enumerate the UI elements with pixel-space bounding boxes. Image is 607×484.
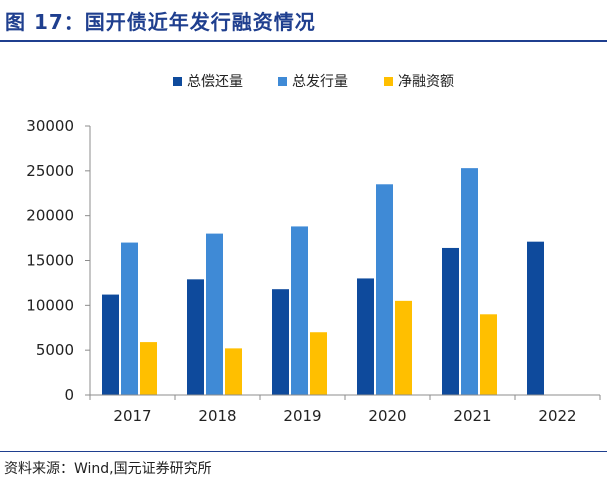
legend-label-net-financing: 净融资额 [398,74,454,90]
x-tick-label: 2022 [538,407,576,425]
bar-net-financing-2019 [310,332,327,395]
bar-issuance-2017 [121,242,138,395]
bar-repayment-2018 [187,279,204,395]
x-tick-label: 2017 [113,407,151,425]
legend-item-repayment: 总偿还量 [173,70,243,92]
y-tick-label: 25000 [26,162,74,180]
y-tick-label: 20000 [26,207,74,225]
y-tick-label: 30000 [26,117,74,135]
bar-issuance-2019 [291,226,308,395]
x-tick-label: 2021 [453,407,491,425]
chart-legend: 总偿还量 总发行量 净融资额 [0,70,607,92]
bar-net-financing-2021 [480,314,497,395]
bar-repayment-2021 [442,247,459,395]
bar-net-financing-2018 [225,348,242,395]
bar-repayment-2020 [357,278,374,395]
source-note: 资料来源：Wind,国元证券研究所 [4,461,212,477]
x-tick-label: 2018 [198,407,236,425]
bar-repayment-2019 [272,289,289,395]
y-tick-label: 0 [64,386,74,404]
y-tick-label: 15000 [26,252,74,270]
bar-net-financing-2020 [395,300,412,395]
legend-item-net-financing: 净融资额 [384,70,454,92]
bar-repayment-2022 [527,241,544,395]
figure-title: 图 17：国开债近年发行融资情况 [5,10,316,34]
legend-swatch-net-financing [384,76,393,86]
title-divider [0,40,607,42]
x-tick-label: 2020 [368,407,406,425]
y-tick-label: 5000 [36,341,74,359]
legend-label-issuance: 总发行量 [292,74,348,90]
bar-repayment-2017 [102,294,119,395]
bar-issuance-2020 [376,184,393,395]
bar-net-financing-2017 [140,342,157,395]
x-tick-label: 2019 [283,407,321,425]
legend-label-repayment: 总偿还量 [187,74,243,90]
footer-divider [0,451,607,452]
legend-item-issuance: 总发行量 [278,70,348,92]
bar-chart: 0 5000 10000 15000 20000 25000 30000 2017 2018 20… [26,117,601,425]
bar-issuance-2021 [461,168,478,395]
legend-swatch-issuance [278,76,287,86]
legend-swatch-repayment [173,76,182,86]
y-tick-label: 10000 [26,296,74,314]
bar-issuance-2018 [206,233,223,395]
